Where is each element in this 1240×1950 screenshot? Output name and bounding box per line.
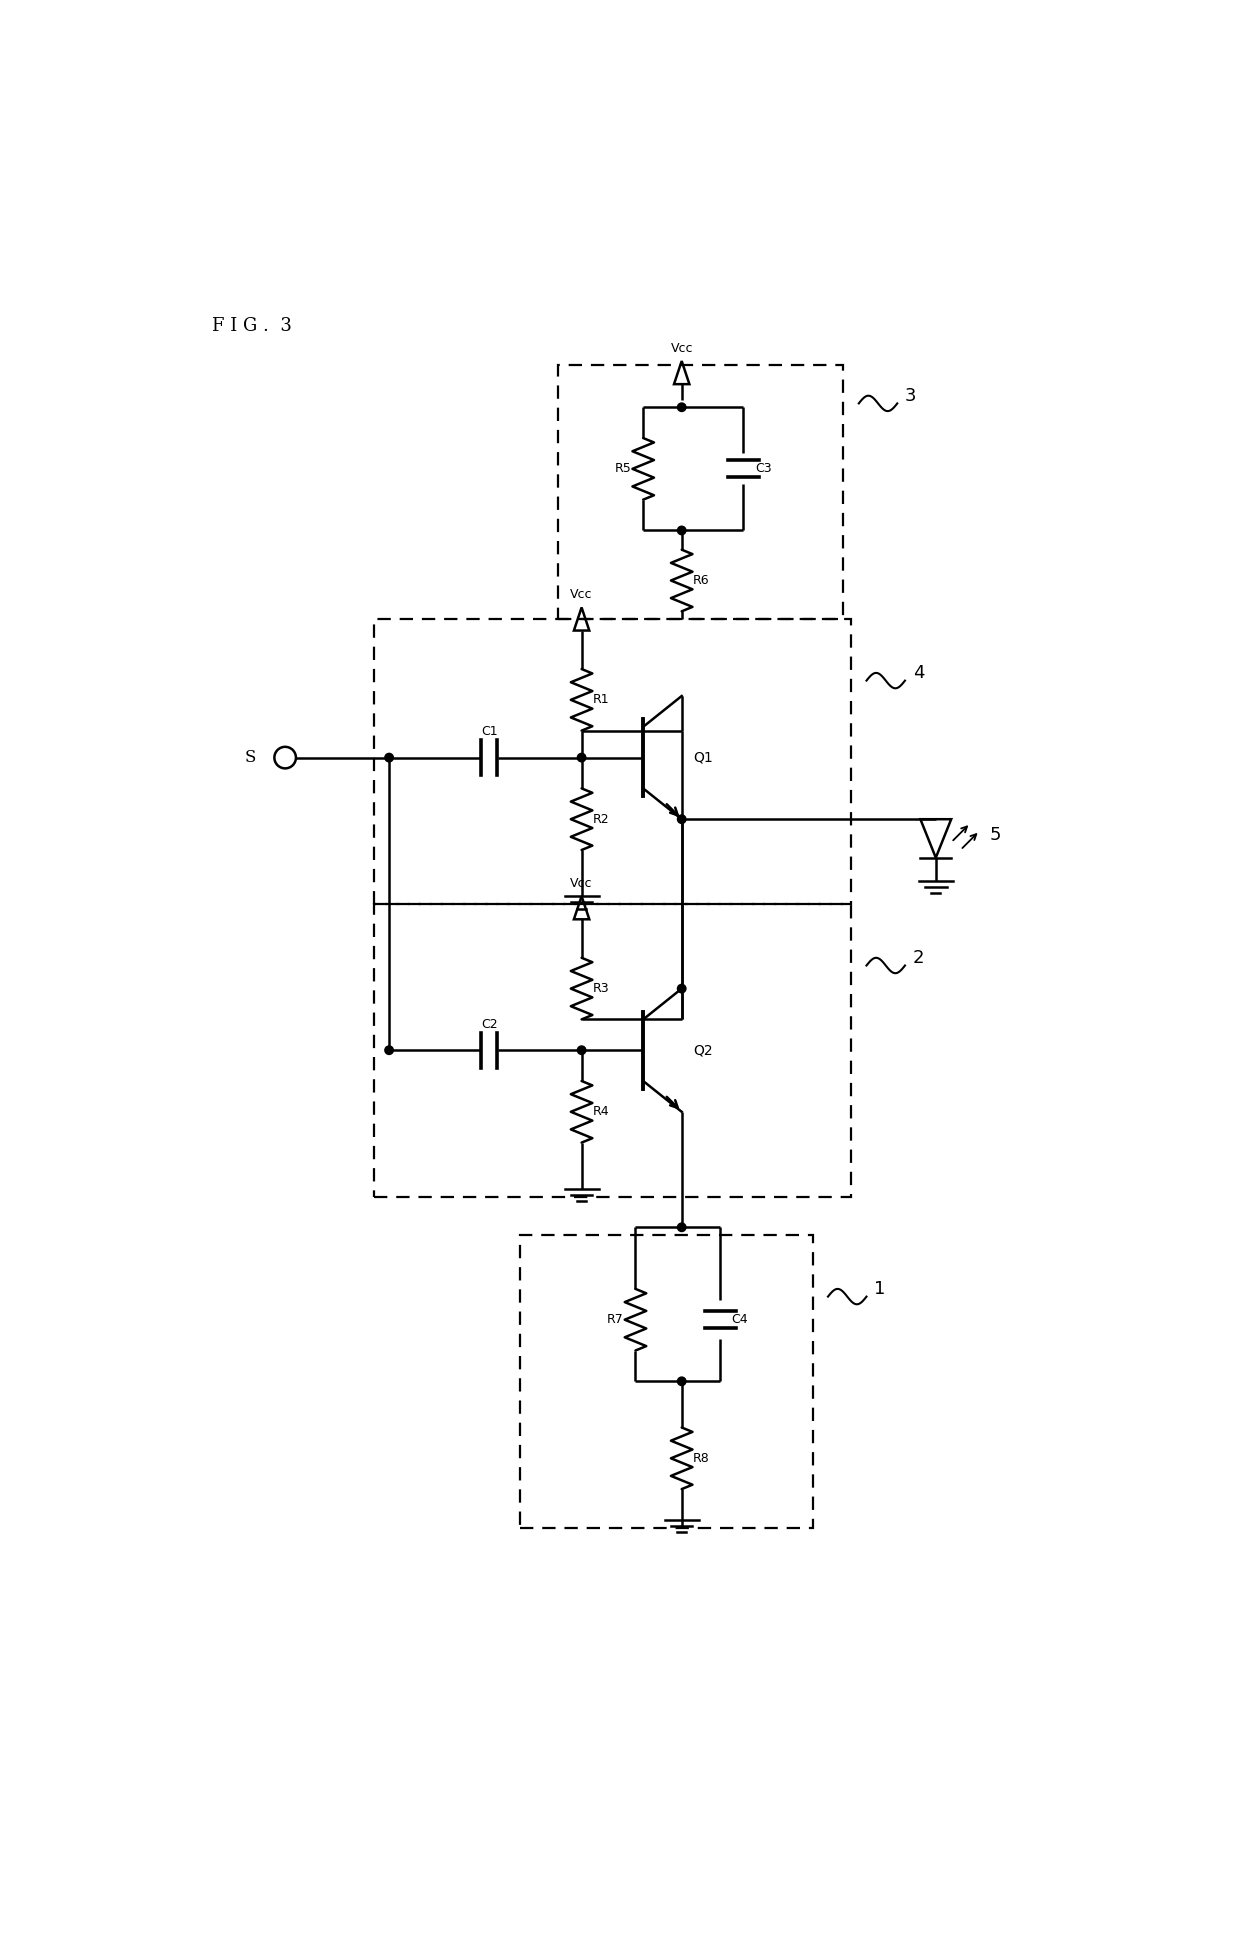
Bar: [558, 365, 843, 618]
Text: Vcc: Vcc: [570, 589, 593, 601]
Circle shape: [677, 1377, 686, 1386]
Circle shape: [677, 985, 686, 993]
Text: 2: 2: [913, 950, 924, 967]
Circle shape: [677, 1223, 686, 1232]
Text: R8: R8: [693, 1453, 711, 1464]
Circle shape: [677, 526, 686, 534]
Text: Q2: Q2: [693, 1043, 713, 1057]
Text: C2: C2: [481, 1018, 497, 1032]
Circle shape: [578, 753, 585, 762]
Text: 5: 5: [990, 825, 1001, 844]
Circle shape: [384, 753, 393, 762]
Text: C4: C4: [732, 1312, 749, 1326]
Text: C3: C3: [755, 462, 771, 476]
Text: R5: R5: [615, 462, 631, 476]
Text: R3: R3: [593, 983, 610, 994]
Text: R6: R6: [693, 573, 709, 587]
Text: Q1: Q1: [693, 751, 713, 764]
Bar: [373, 905, 851, 1197]
Text: C1: C1: [481, 725, 497, 739]
Text: F I G .  3: F I G . 3: [212, 318, 291, 335]
Circle shape: [578, 1045, 585, 1055]
Text: 3: 3: [905, 386, 916, 406]
Text: R1: R1: [593, 694, 610, 706]
Text: Vcc: Vcc: [671, 341, 693, 355]
Text: Vcc: Vcc: [570, 878, 593, 889]
Text: R2: R2: [593, 813, 610, 825]
Circle shape: [677, 815, 686, 823]
Text: S: S: [244, 749, 257, 766]
Circle shape: [677, 404, 686, 411]
Text: 4: 4: [913, 663, 924, 682]
Bar: [373, 618, 851, 905]
Text: R4: R4: [593, 1106, 610, 1117]
Bar: [520, 1234, 812, 1527]
Text: 1: 1: [874, 1279, 885, 1299]
Circle shape: [384, 1045, 393, 1055]
Text: R7: R7: [608, 1312, 624, 1326]
